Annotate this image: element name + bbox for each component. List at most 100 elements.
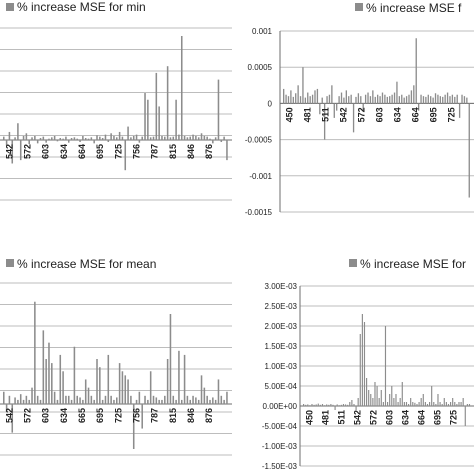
- bar: [127, 126, 129, 140]
- bar: [107, 354, 110, 404]
- bar: [303, 404, 305, 406]
- bar: [203, 387, 206, 404]
- bar: [73, 346, 76, 404]
- x-tick-label: 725: [448, 410, 458, 425]
- bar: [99, 367, 101, 404]
- bar: [369, 96, 372, 104]
- bar: [410, 90, 413, 104]
- bar: [328, 404, 330, 406]
- bar: [348, 96, 350, 104]
- bar: [461, 94, 463, 104]
- bar: [223, 136, 225, 140]
- bar: [93, 399, 95, 404]
- x-tick-label: 695: [428, 107, 438, 122]
- bar: [110, 395, 112, 404]
- bar: [345, 404, 347, 406]
- bar: [444, 94, 446, 104]
- bar: [220, 140, 223, 143]
- bar: [135, 399, 138, 404]
- bar: [45, 359, 47, 404]
- legend-swatch: [6, 3, 14, 11]
- bar: [416, 404, 418, 406]
- bar: [124, 375, 127, 404]
- bar: [19, 394, 22, 404]
- bar: [381, 92, 384, 104]
- bar: [413, 85, 415, 104]
- bar: [118, 363, 121, 404]
- bar: [70, 137, 73, 140]
- x-tick-label: 634: [400, 410, 410, 425]
- bar: [297, 85, 299, 104]
- x-tick-label: 664: [77, 144, 87, 159]
- bar: [73, 137, 76, 140]
- bar: [305, 404, 307, 406]
- x-tick-label: 481: [320, 410, 330, 425]
- bar: [360, 96, 362, 104]
- bar: [391, 94, 393, 104]
- bar: [51, 137, 53, 140]
- bar: [209, 138, 211, 140]
- bar: [17, 123, 19, 140]
- bar: [121, 371, 124, 404]
- bar: [319, 103, 321, 115]
- bar: [147, 99, 149, 140]
- bar: [79, 397, 81, 404]
- bar: [412, 402, 414, 406]
- y-tick-label: -1.50E-03: [262, 462, 298, 471]
- bar: [214, 137, 217, 140]
- y-tick-label: 1.00E-03: [265, 362, 298, 371]
- bar: [141, 136, 143, 140]
- bar: [217, 379, 220, 404]
- bar: [377, 94, 379, 104]
- bar: [349, 402, 351, 406]
- y-tick-label: -0.0015: [245, 208, 273, 217]
- bar: [391, 386, 393, 406]
- x-tick-label: 787: [150, 144, 160, 159]
- bar: [113, 135, 115, 140]
- bar: [417, 103, 420, 111]
- bar: [334, 406, 336, 410]
- bar: [178, 350, 180, 404]
- bar: [389, 394, 391, 406]
- bar: [342, 404, 345, 406]
- bar: [326, 404, 328, 406]
- bar: [447, 404, 450, 406]
- bar: [67, 140, 70, 143]
- bar: [321, 404, 324, 406]
- x-tick-label: 603: [41, 408, 51, 423]
- bar: [28, 399, 30, 404]
- bar: [200, 375, 203, 404]
- bar: [42, 330, 45, 404]
- bar: [132, 135, 135, 140]
- bar: [450, 402, 452, 406]
- bar: [435, 404, 437, 406]
- bar: [387, 402, 389, 406]
- bar: [357, 93, 360, 104]
- bar: [197, 137, 200, 140]
- chart-panel-for: % increase MSE for 3.00E-03 2.50E-03 2.00E…: [262, 257, 474, 471]
- bar: [17, 399, 19, 404]
- legend-label: % increase MSE for mean: [17, 257, 156, 271]
- bar: [408, 94, 410, 104]
- bar: [84, 379, 87, 404]
- bar: [433, 402, 435, 406]
- bar: [209, 399, 211, 404]
- x-tick-label: 665: [77, 408, 87, 423]
- bar: [101, 137, 104, 140]
- bar: [384, 326, 387, 406]
- bar: [192, 134, 194, 140]
- bar: [200, 133, 203, 140]
- bar: [189, 399, 191, 404]
- x-tick-label: 815: [168, 408, 178, 423]
- bar: [99, 136, 101, 140]
- legend-label: % increase MSE for min: [17, 0, 146, 14]
- x-tick-label: 511: [320, 107, 330, 122]
- bar: [90, 395, 93, 404]
- y-tick-label: 2.50E-03: [265, 302, 298, 311]
- bar: [379, 96, 381, 104]
- bar: [87, 138, 90, 140]
- x-tick-label: 603: [41, 144, 51, 159]
- bar: [28, 140, 30, 145]
- bar: [384, 94, 386, 104]
- bar: [164, 395, 166, 404]
